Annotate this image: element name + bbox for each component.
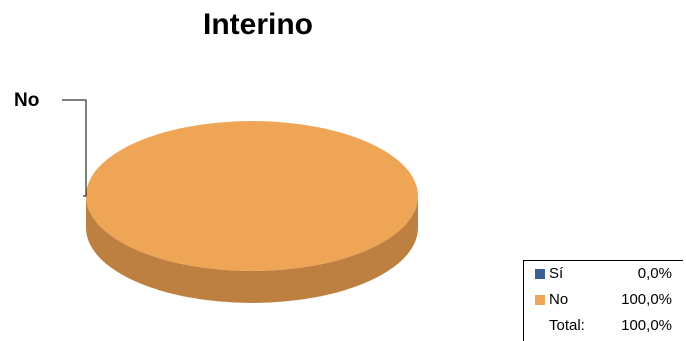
legend-label-no: No xyxy=(549,291,569,308)
pie-slice-no xyxy=(86,121,418,271)
slice-label-no: No xyxy=(14,90,39,111)
legend-total: Total: 100,0% xyxy=(524,317,684,335)
pie-slices xyxy=(86,121,418,303)
legend-swatch-si xyxy=(535,269,545,279)
legend-value-no: 100,0% xyxy=(621,291,672,308)
slice-label-leader xyxy=(62,99,87,197)
legend-total-label: Total: xyxy=(549,317,585,334)
legend-label-si: Sí xyxy=(549,265,564,282)
legend-entry-si: Sí 0,0% xyxy=(524,265,684,283)
chart-title: Interino xyxy=(203,8,313,41)
pie-side-no xyxy=(86,196,418,303)
legend-entry-no: No 100,0% xyxy=(524,291,684,309)
slice-labels: No xyxy=(14,90,87,197)
legend: Sí 0,0% No 100,0% Total: 100,0% xyxy=(523,260,683,341)
legend-swatch-no xyxy=(535,295,545,305)
legend-total-value: 100,0% xyxy=(621,317,672,334)
legend-value-si: 0,0% xyxy=(637,265,672,282)
